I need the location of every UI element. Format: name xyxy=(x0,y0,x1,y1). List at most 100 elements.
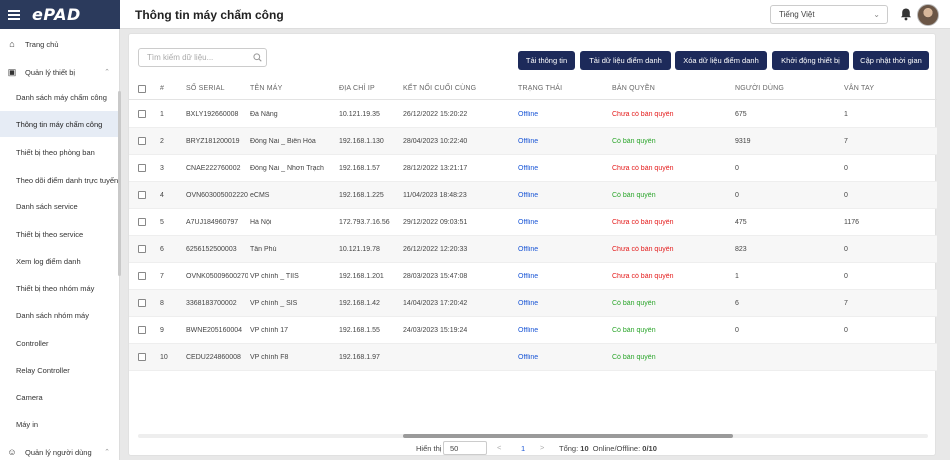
table-row[interactable]: 3 CNAE222760002 Đồng Nai _ Nhơn Trạch 192.1… xyxy=(129,155,937,182)
sidebar-item[interactable]: Danh sách nhóm máy xyxy=(0,302,120,328)
row-checkbox[interactable] xyxy=(138,326,146,334)
prev-page-button[interactable]: < xyxy=(497,443,502,452)
row-checkbox[interactable] xyxy=(138,110,146,118)
table-row[interactable]: 4 OVN6030050022200 eCMS 192.168.1.225 11/04/… xyxy=(129,182,937,209)
sidebar-item[interactable]: Xem log điểm danh xyxy=(0,248,120,274)
col-license[interactable]: BẢN QUYỀN xyxy=(612,85,656,92)
brand-bar: ePAD xyxy=(0,0,120,29)
cell-index: 6 xyxy=(160,246,164,253)
sidebar-item[interactable]: ☺ Quản lý người dùng ⌃ xyxy=(0,439,120,460)
sidebar-item[interactable]: Danh sách service xyxy=(0,193,120,219)
row-checkbox[interactable] xyxy=(138,245,146,253)
page-size-select[interactable]: 50 xyxy=(443,441,487,455)
next-page-button[interactable]: > xyxy=(540,443,545,452)
bell-icon[interactable] xyxy=(899,7,913,21)
cell-last-connection: 26/12/2022 12:20:33 xyxy=(403,246,468,253)
current-page[interactable]: 1 xyxy=(521,444,526,453)
table-row[interactable]: 7 OVNK050096002700 VP chính _ TIIS 192.168.… xyxy=(129,263,937,290)
chevron-up-icon[interactable]: ⌃ xyxy=(104,69,110,76)
table-row[interactable]: 9 BWNE205160004 VP chính 17 192.168.1.55 24/… xyxy=(129,317,937,344)
table-row[interactable]: 1 BXLY192660008 Đà Nẵng 10.121.19.35 26/12/2… xyxy=(129,101,937,128)
sidebar-item[interactable]: Thiết bị theo nhóm máy xyxy=(0,275,120,301)
page-title: Thông tin máy chấm công xyxy=(135,8,284,22)
app-logo[interactable]: ePAD xyxy=(32,5,81,24)
col-ip[interactable]: ĐỊA CHỈ IP xyxy=(339,85,375,92)
table-row[interactable]: 2 BRYZ181200019 Đồng Nai _ Biên Hòa 192.168… xyxy=(129,128,937,155)
cell-serial: A7UJ184960797 xyxy=(186,219,239,226)
sidebar-scrollbar[interactable] xyxy=(118,91,121,276)
col-serial[interactable]: SỐ SERIAL xyxy=(186,85,225,92)
cell-status: Offline xyxy=(518,192,539,199)
cell-ip: 192.168.1.57 xyxy=(339,165,380,172)
table-row[interactable]: 5 A7UJ184960797 Hà Nội 172.793.7.16.56 29/12… xyxy=(129,209,937,236)
cell-license: Chưa có bản quyền xyxy=(612,273,674,280)
cell-index: 4 xyxy=(160,192,164,199)
load-info-button[interactable]: Tải thông tin xyxy=(518,51,575,70)
col-status[interactable]: TRẠNG THÁI xyxy=(518,85,563,92)
cell-ip: 192.168.1.42 xyxy=(339,300,380,307)
cell-last-connection: 14/04/2023 17:20:42 xyxy=(403,300,468,307)
restart-device-button[interactable]: Khởi động thiết bị xyxy=(772,51,849,70)
cell-ip: 10.121.19.35 xyxy=(339,111,380,118)
sidebar-item-label: Quản lý người dùng xyxy=(25,447,92,457)
table-row[interactable]: 6 6256152500003 Tân Phú 10.121.19.78 26/12/2… xyxy=(129,236,937,263)
scrollbar-thumb[interactable] xyxy=(403,434,733,438)
cell-fingerprints: 0 xyxy=(844,246,848,253)
cell-license: Có bản quyền xyxy=(612,327,656,334)
cell-serial: BWNE205160004 xyxy=(186,327,243,334)
cell-ip: 192.168.1.201 xyxy=(339,273,384,280)
menu-icon[interactable] xyxy=(8,9,20,20)
cell-serial: CNAE222760002 xyxy=(186,165,241,172)
update-time-button[interactable]: Cập nhật thời gian xyxy=(853,51,929,70)
sidebar-item[interactable]: Camera xyxy=(0,384,120,410)
table-row[interactable]: 8 3368183700002 VP chính _ SIS 192.168.1.42… xyxy=(129,290,937,317)
language-select[interactable]: Tiếng Việt ⌄ xyxy=(770,5,888,24)
chevron-up-icon[interactable]: ⌃ xyxy=(104,449,110,456)
col-users[interactable]: NGƯỜI DÙNG xyxy=(735,85,784,92)
row-checkbox[interactable] xyxy=(138,299,146,307)
horizontal-scrollbar[interactable] xyxy=(138,434,928,438)
sidebar-item[interactable]: Thiết bị theo phòng ban xyxy=(0,139,120,165)
cell-last-connection: 26/12/2022 15:20:22 xyxy=(403,111,468,118)
sidebar-item[interactable]: Relay Controller xyxy=(0,357,120,383)
cell-name: VP chính 17 xyxy=(250,327,289,334)
row-checkbox[interactable] xyxy=(138,137,146,145)
delete-attendance-button[interactable]: Xóa dữ liệu điểm danh xyxy=(675,51,767,70)
language-label: Tiếng Việt xyxy=(779,10,815,19)
col-name[interactable]: TÊN MÁY xyxy=(250,85,283,92)
cell-status: Offline xyxy=(518,138,539,145)
sidebar-item[interactable]: ⌂ Trang chủ xyxy=(0,35,120,53)
cell-serial: OVN6030050022200 xyxy=(186,192,248,199)
cell-name: Đà Nẵng xyxy=(250,111,278,118)
user-avatar[interactable] xyxy=(917,4,939,26)
sidebar-item[interactable]: ▣ Quản lý thiết bị ⌃ xyxy=(0,59,120,85)
col-last-connection[interactable]: KẾT NỐI CUỐI CÙNG xyxy=(403,85,477,92)
sidebar-item[interactable]: Controller xyxy=(0,330,120,356)
search-input[interactable] xyxy=(138,48,267,67)
sidebar-item[interactable]: Máy in xyxy=(0,411,120,437)
sidebar-item-label: Quản lý thiết bị xyxy=(25,67,76,77)
sidebar-item[interactable]: Thông tin máy chấm công xyxy=(0,111,120,137)
row-checkbox[interactable] xyxy=(138,164,146,172)
search-icon[interactable] xyxy=(253,53,262,62)
table-row[interactable]: 10 CEDU224860008 VP chính F8 192.168.1.97 Of… xyxy=(129,344,937,371)
cell-license: Có bản quyền xyxy=(612,300,656,307)
cell-name: eCMS xyxy=(250,192,270,199)
load-attendance-button[interactable]: Tải dữ liệu điểm danh xyxy=(580,51,671,70)
row-checkbox[interactable] xyxy=(138,272,146,280)
col-index[interactable]: # xyxy=(160,85,165,92)
sidebar-item[interactable]: Theo dõi điểm danh trực tuyến xyxy=(0,167,120,193)
cell-users: 0 xyxy=(735,192,739,199)
cell-license: Chưa có bản quyền xyxy=(612,246,674,253)
select-all-checkbox[interactable] xyxy=(138,85,146,93)
col-fingerprints[interactable]: VÂN TAY xyxy=(844,85,875,92)
top-bar: ePAD Thông tin máy chấm công Tiếng Việt … xyxy=(0,0,950,29)
row-checkbox[interactable] xyxy=(138,191,146,199)
page-size-label: Hiển thị xyxy=(416,444,442,453)
sidebar-item[interactable]: Thiết bị theo service xyxy=(0,221,120,247)
row-checkbox[interactable] xyxy=(138,353,146,361)
sidebar-item[interactable]: Danh sách máy chấm công xyxy=(0,84,120,110)
cell-serial: 6256152500003 xyxy=(186,246,237,253)
row-checkbox[interactable] xyxy=(138,218,146,226)
cell-name: VP chính _ SIS xyxy=(250,300,298,307)
